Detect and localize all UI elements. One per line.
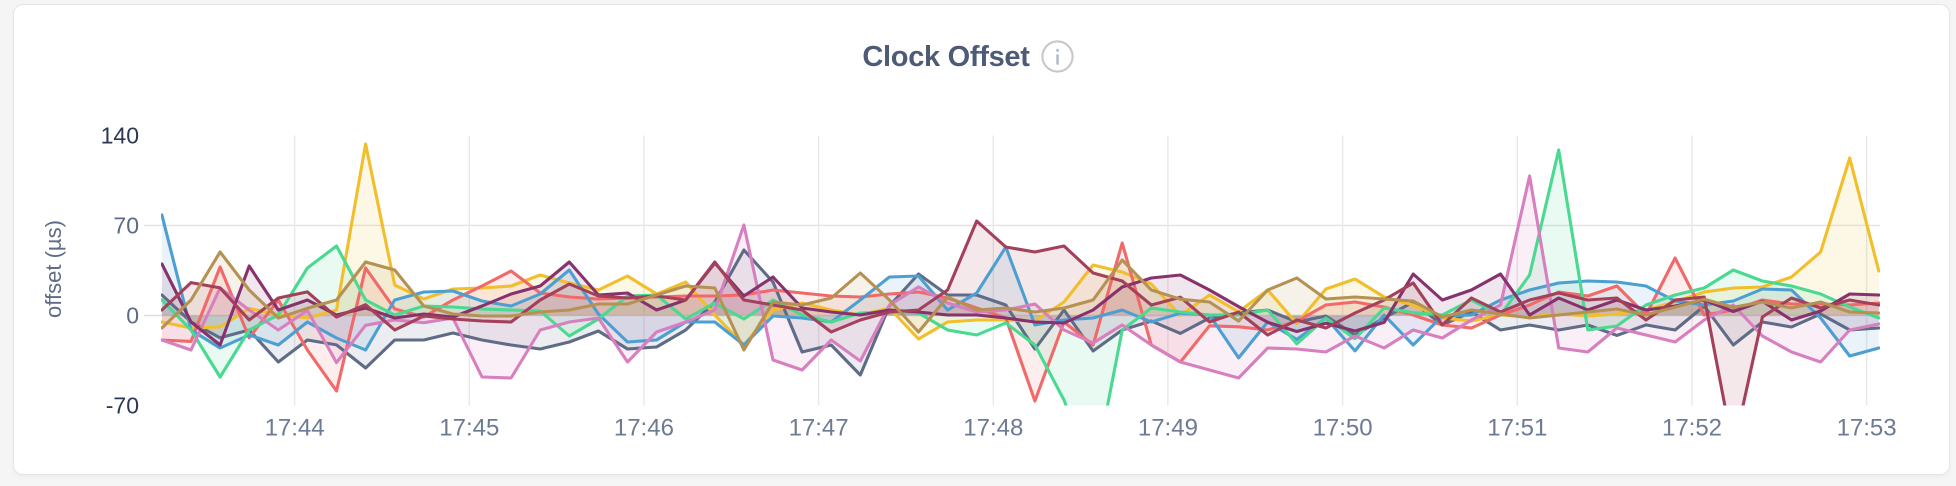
svg-text:140: 140 (101, 123, 139, 149)
svg-text:-70: -70 (106, 393, 139, 419)
svg-text:17:46: 17:46 (614, 415, 674, 442)
svg-text:17:52: 17:52 (1662, 415, 1722, 442)
svg-text:17:53: 17:53 (1837, 415, 1897, 442)
svg-text:17:48: 17:48 (963, 415, 1023, 442)
svg-text:17:51: 17:51 (1487, 415, 1547, 442)
svg-text:17:50: 17:50 (1313, 415, 1373, 442)
svg-text:17:44: 17:44 (265, 415, 325, 442)
svg-text:70: 70 (113, 213, 139, 239)
svg-text:17:47: 17:47 (789, 415, 849, 442)
svg-text:17:49: 17:49 (1138, 415, 1198, 442)
svg-text:offset (µs): offset (µs) (41, 220, 66, 318)
svg-text:17:45: 17:45 (439, 415, 499, 442)
svg-text:0: 0 (126, 303, 139, 329)
